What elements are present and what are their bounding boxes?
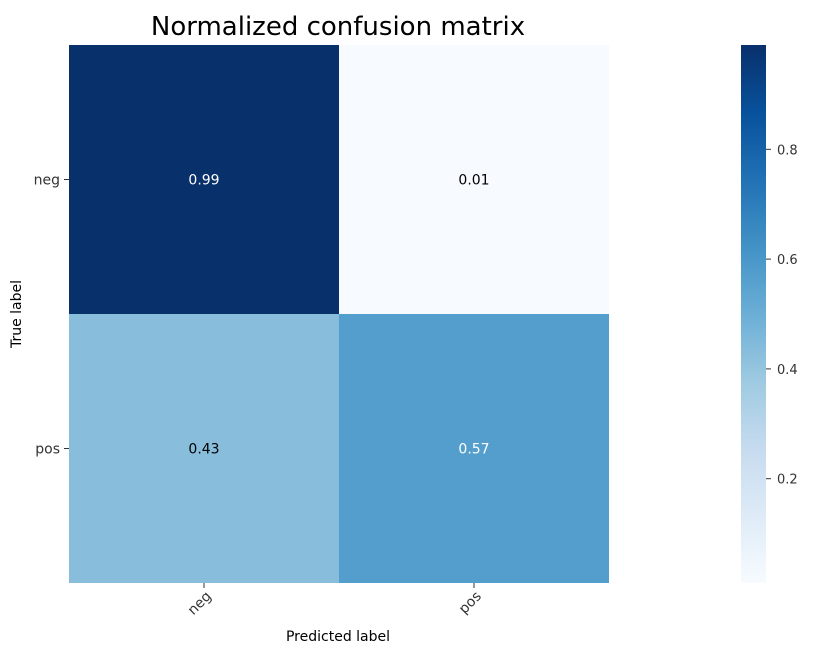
x-axis-ticks: neg pos [185,583,485,618]
heatmap-cell [69,314,339,583]
colorbar-tick-label: 0.4 [777,363,798,378]
colorbar-tick-label: 0.6 [777,253,798,268]
cell-value-label: 0.43 [188,442,219,458]
cell-value-label: 0.01 [458,173,489,189]
heatmap-cell [339,45,609,314]
colorbar-tick-label: 0.8 [777,143,798,158]
x-tick-label: pos [456,589,485,618]
x-tick-label: neg [185,589,215,619]
y-axis-title: True label [9,280,25,349]
heatmap-cell [339,314,609,583]
colorbar-tick-label: 0.2 [777,473,798,488]
y-tick-label: pos [35,442,60,458]
heatmap-cell-labels: 0.99 0.01 0.43 0.57 [188,173,489,458]
x-axis-title: Predicted label [286,629,390,645]
heatmap-cell [69,45,339,314]
chart-title: Normalized confusion matrix [151,12,525,42]
colorbar [741,45,766,583]
y-tick-label: neg [34,173,60,189]
cell-value-label: 0.99 [188,173,219,189]
cell-value-label: 0.57 [458,442,489,458]
y-axis-ticks: neg pos [34,173,69,458]
heatmap-cells [69,45,609,583]
colorbar-ticks: 0.2 0.4 0.6 0.8 [766,143,798,488]
